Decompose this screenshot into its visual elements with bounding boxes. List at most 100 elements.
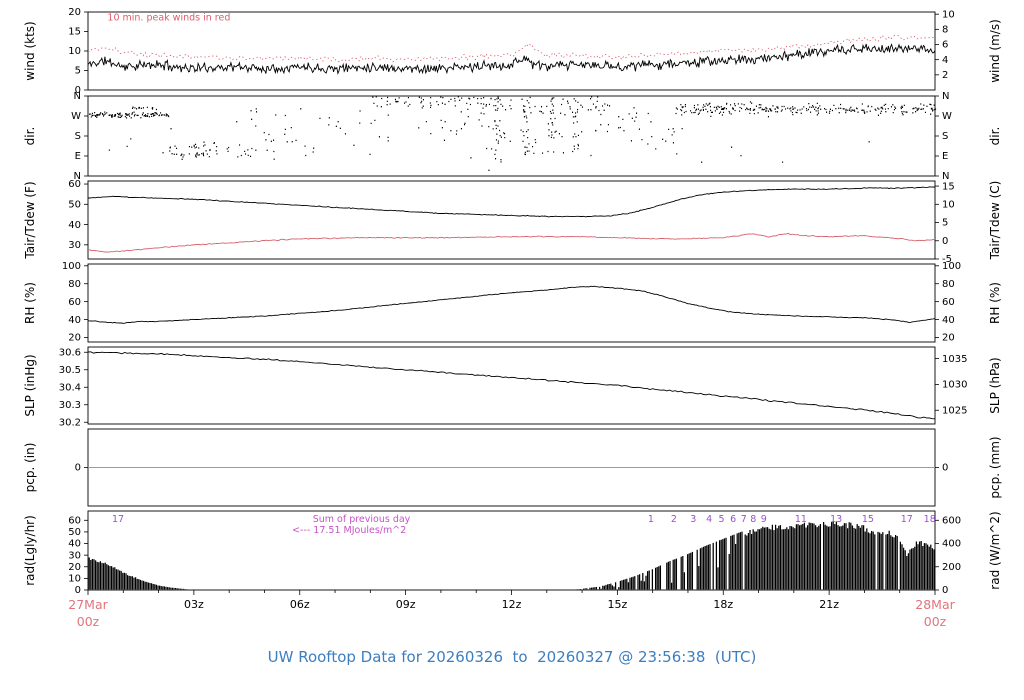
axis-label-left: rad(Lgly/hr) bbox=[23, 515, 37, 586]
axis-label-right: wind (m/s) bbox=[988, 19, 1002, 83]
panel-slp: 30.2 30.3 30.4 30.5 30.6 1025 1030 1035 SLP (inH… bbox=[23, 346, 1002, 428]
panel-pcp: 0 0 pcp. (in) pcp. (mm) bbox=[23, 428, 1002, 507]
y-tick-label-left: W bbox=[71, 111, 81, 122]
cumulative-rad-label: 7 bbox=[741, 514, 747, 525]
axis-label-left: wind (kts) bbox=[23, 21, 37, 80]
y-tick-label-left: 10 bbox=[68, 574, 81, 585]
y-tick-label-right: 5 bbox=[942, 218, 948, 229]
panel-rh: 20 40 60 80 100 20 40 60 80 100 RH (%) RH (%) bbox=[23, 261, 1002, 344]
y-tick-label-left: N bbox=[74, 91, 81, 102]
x-tick-label: 03z bbox=[184, 598, 204, 611]
rad-sum-annotation: <--- 17.51 MJoules/m^2 bbox=[292, 525, 406, 536]
y-tick-label-right: 6 bbox=[942, 40, 948, 51]
y-tick-label-left: 40 bbox=[68, 539, 81, 550]
y-tick-label-left: 10 bbox=[68, 46, 81, 57]
cumulative-rad-label: 11 bbox=[795, 514, 807, 525]
cumulative-rad-label: 2 bbox=[671, 514, 677, 525]
y-tick-label-left: 0 bbox=[75, 85, 81, 96]
y-tick-label-left: 30 bbox=[68, 550, 81, 561]
y-tick-label-left: 30.6 bbox=[59, 347, 81, 358]
axis-label-right: SLP (hPa) bbox=[988, 357, 1002, 413]
cumulative-rad-label: 17 bbox=[901, 514, 913, 525]
series-tair bbox=[88, 186, 935, 218]
axis-label-right: dir. bbox=[988, 127, 1002, 146]
y-tick-label-left: 30.4 bbox=[59, 382, 81, 393]
x-end-hour-label: 00z bbox=[924, 614, 947, 629]
series-wind-direction bbox=[89, 96, 937, 171]
panel-border bbox=[87, 95, 936, 177]
y-tick-label-left: 60 bbox=[68, 179, 81, 190]
axis-label-left: pcp. (in) bbox=[23, 443, 37, 493]
y-tick-label-right: 40 bbox=[942, 315, 955, 326]
cumulative-rad-label: 18 bbox=[924, 514, 936, 525]
y-tick-label-right: 60 bbox=[942, 297, 955, 308]
series-wind-avg bbox=[88, 43, 935, 75]
y-tick-label-right: -5 bbox=[942, 254, 952, 265]
axis-label-right: RH (%) bbox=[988, 282, 1002, 324]
axis-label-left: SLP (inHg) bbox=[23, 354, 37, 416]
y-tick-label-left: 30.5 bbox=[59, 365, 81, 376]
y-tick-label-left: N bbox=[74, 171, 81, 182]
y-tick-label-right: 0 bbox=[942, 236, 948, 247]
cumulative-rad-label: 13 bbox=[830, 514, 842, 525]
x-tick-label: 06z bbox=[290, 598, 310, 611]
panel-border bbox=[87, 263, 936, 343]
y-tick-label-left: 30.3 bbox=[59, 400, 81, 411]
series-wind-peak bbox=[88, 34, 935, 63]
y-tick-label-right: 20 bbox=[942, 333, 955, 344]
y-tick-label-left: S bbox=[75, 131, 81, 142]
panel-border bbox=[87, 346, 936, 425]
x-end-date-label: 28Mar bbox=[915, 597, 955, 612]
series-relative-humidity bbox=[88, 285, 935, 324]
cumulative-rad-label: 5 bbox=[718, 514, 724, 525]
cumulative-rad-label: 6 bbox=[730, 514, 736, 525]
cumulative-rad-label: 8 bbox=[750, 514, 756, 525]
y-tick-label-left: 50 bbox=[68, 199, 81, 210]
y-tick-label-left: 100 bbox=[62, 261, 81, 272]
peak-wind-annotation: 10 min. peak winds in red bbox=[107, 13, 230, 24]
y-tick-label-left: 20 bbox=[68, 333, 81, 344]
y-tick-label-right: 8 bbox=[942, 25, 948, 36]
y-tick-label-left: 30 bbox=[68, 240, 81, 251]
y-tick-label-right: 0 bbox=[942, 463, 948, 474]
y-tick-label-right: S bbox=[942, 131, 948, 142]
axis-label-left: dir. bbox=[23, 127, 37, 146]
y-tick-label-left: 60 bbox=[68, 297, 81, 308]
x-tick-label: 12z bbox=[502, 598, 522, 611]
y-tick-label-left: 40 bbox=[68, 220, 81, 231]
x-tick-label: 15z bbox=[607, 598, 627, 611]
cumulative-rad-label: 4 bbox=[706, 514, 712, 525]
panel-border bbox=[87, 11, 936, 91]
y-tick-label-left: 20 bbox=[68, 562, 81, 573]
y-tick-label-right: 2 bbox=[942, 70, 948, 81]
y-tick-label-right: 1030 bbox=[942, 380, 967, 391]
y-tick-label-right: 0 bbox=[942, 585, 948, 596]
y-tick-label-right: 100 bbox=[942, 261, 961, 272]
axis-label-left: RH (%) bbox=[23, 282, 37, 324]
axis-label-right: pcp. (mm) bbox=[988, 436, 1002, 498]
cumulative-rad-label: 15 bbox=[862, 514, 874, 525]
y-tick-label-right: 600 bbox=[942, 515, 961, 526]
y-tick-label-right: 4 bbox=[942, 55, 948, 66]
series-solar-radiation bbox=[88, 521, 935, 590]
x-start-hour-label: 00z bbox=[77, 614, 100, 629]
series-tdew bbox=[88, 232, 935, 253]
chart-title: UW Rooftop Data for 20260326 to 20260327… bbox=[267, 648, 757, 666]
cumulative-rad-label: 9 bbox=[761, 514, 767, 525]
y-tick-label-left: 5 bbox=[75, 66, 81, 77]
panel-wind: 0 5 10 15 20 2 4 6 8 10 wind (kts) wind (m/s) 10 min… bbox=[23, 7, 1002, 96]
y-tick-label-right: W bbox=[942, 111, 952, 122]
series-sea-level-pressure bbox=[88, 351, 935, 420]
y-tick-label-right: 10 bbox=[942, 9, 955, 20]
y-tick-label-left: 15 bbox=[68, 27, 81, 38]
y-tick-label-right: 1025 bbox=[942, 405, 967, 416]
axis-label-right: rad (W/m^2) bbox=[988, 511, 1002, 589]
y-tick-label-right: 15 bbox=[942, 181, 955, 192]
y-tick-label-left: 0 bbox=[75, 585, 81, 596]
y-tick-label-right: 1035 bbox=[942, 354, 967, 365]
y-tick-label-right: N bbox=[942, 91, 949, 102]
y-tick-label-left: 20 bbox=[68, 7, 81, 18]
